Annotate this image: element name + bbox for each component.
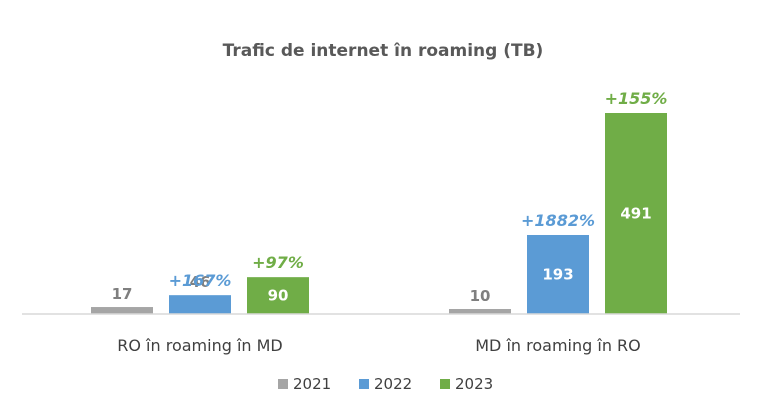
- legend-label-2021: 2021: [293, 375, 331, 393]
- bar-2022-ro-in-roaming-in-md: [169, 295, 231, 314]
- legend-swatch-2022: [359, 379, 369, 389]
- bar-2023-md-in-roaming-in-ro: [605, 113, 667, 314]
- value-label-2023-md-in-roaming-in-ro: 491: [620, 205, 651, 223]
- legend: 2021 2022 2023: [278, 375, 493, 393]
- growth-label-2022-ro-in-roaming-in-md: +167%: [169, 271, 232, 290]
- growth-label-2023-md-in-roaming-in-ro: +155%: [605, 89, 668, 108]
- bars-group: 17 46+167% 90 +97% 10 193 +1882% 491 +155%: [91, 89, 667, 314]
- value-label-2022-md-in-roaming-in-ro: 193: [542, 265, 573, 283]
- category-label-ro-in-roaming-in-md: RO în roaming în MD: [117, 336, 283, 355]
- bar-2021-md-in-roaming-in-ro: [449, 309, 511, 314]
- value-label-2021-md-in-roaming-in-ro: 10: [470, 287, 491, 305]
- category-label-md-in-roaming-in-ro: MD în roaming în RO: [475, 336, 641, 355]
- chart-title: Trafic de internet în roaming (TB): [223, 41, 544, 61]
- bar-2023-ro-in-roaming-in-md: [247, 277, 309, 314]
- growth-label-2023-ro-in-roaming-in-md: +97%: [252, 253, 304, 272]
- legend-swatch-2021: [278, 379, 288, 389]
- legend-label-2022: 2022: [374, 375, 412, 393]
- value-label-2023-ro-in-roaming-in-md: 90: [268, 287, 289, 305]
- legend-swatch-2023: [440, 379, 450, 389]
- legend-label-2023: 2023: [455, 375, 493, 393]
- category-labels: RO în roaming în MD MD în roaming în RO: [117, 336, 641, 355]
- growth-label-2022-md-in-roaming-in-ro: +1882%: [521, 211, 595, 230]
- value-label-2022-ro-in-roaming-in-md: 46: [190, 273, 211, 291]
- bar-2022-md-in-roaming-in-ro: [527, 234, 589, 314]
- value-label-2021-ro-in-roaming-in-md: 17: [112, 285, 133, 303]
- bar-2021-ro-in-roaming-in-md: [91, 307, 153, 314]
